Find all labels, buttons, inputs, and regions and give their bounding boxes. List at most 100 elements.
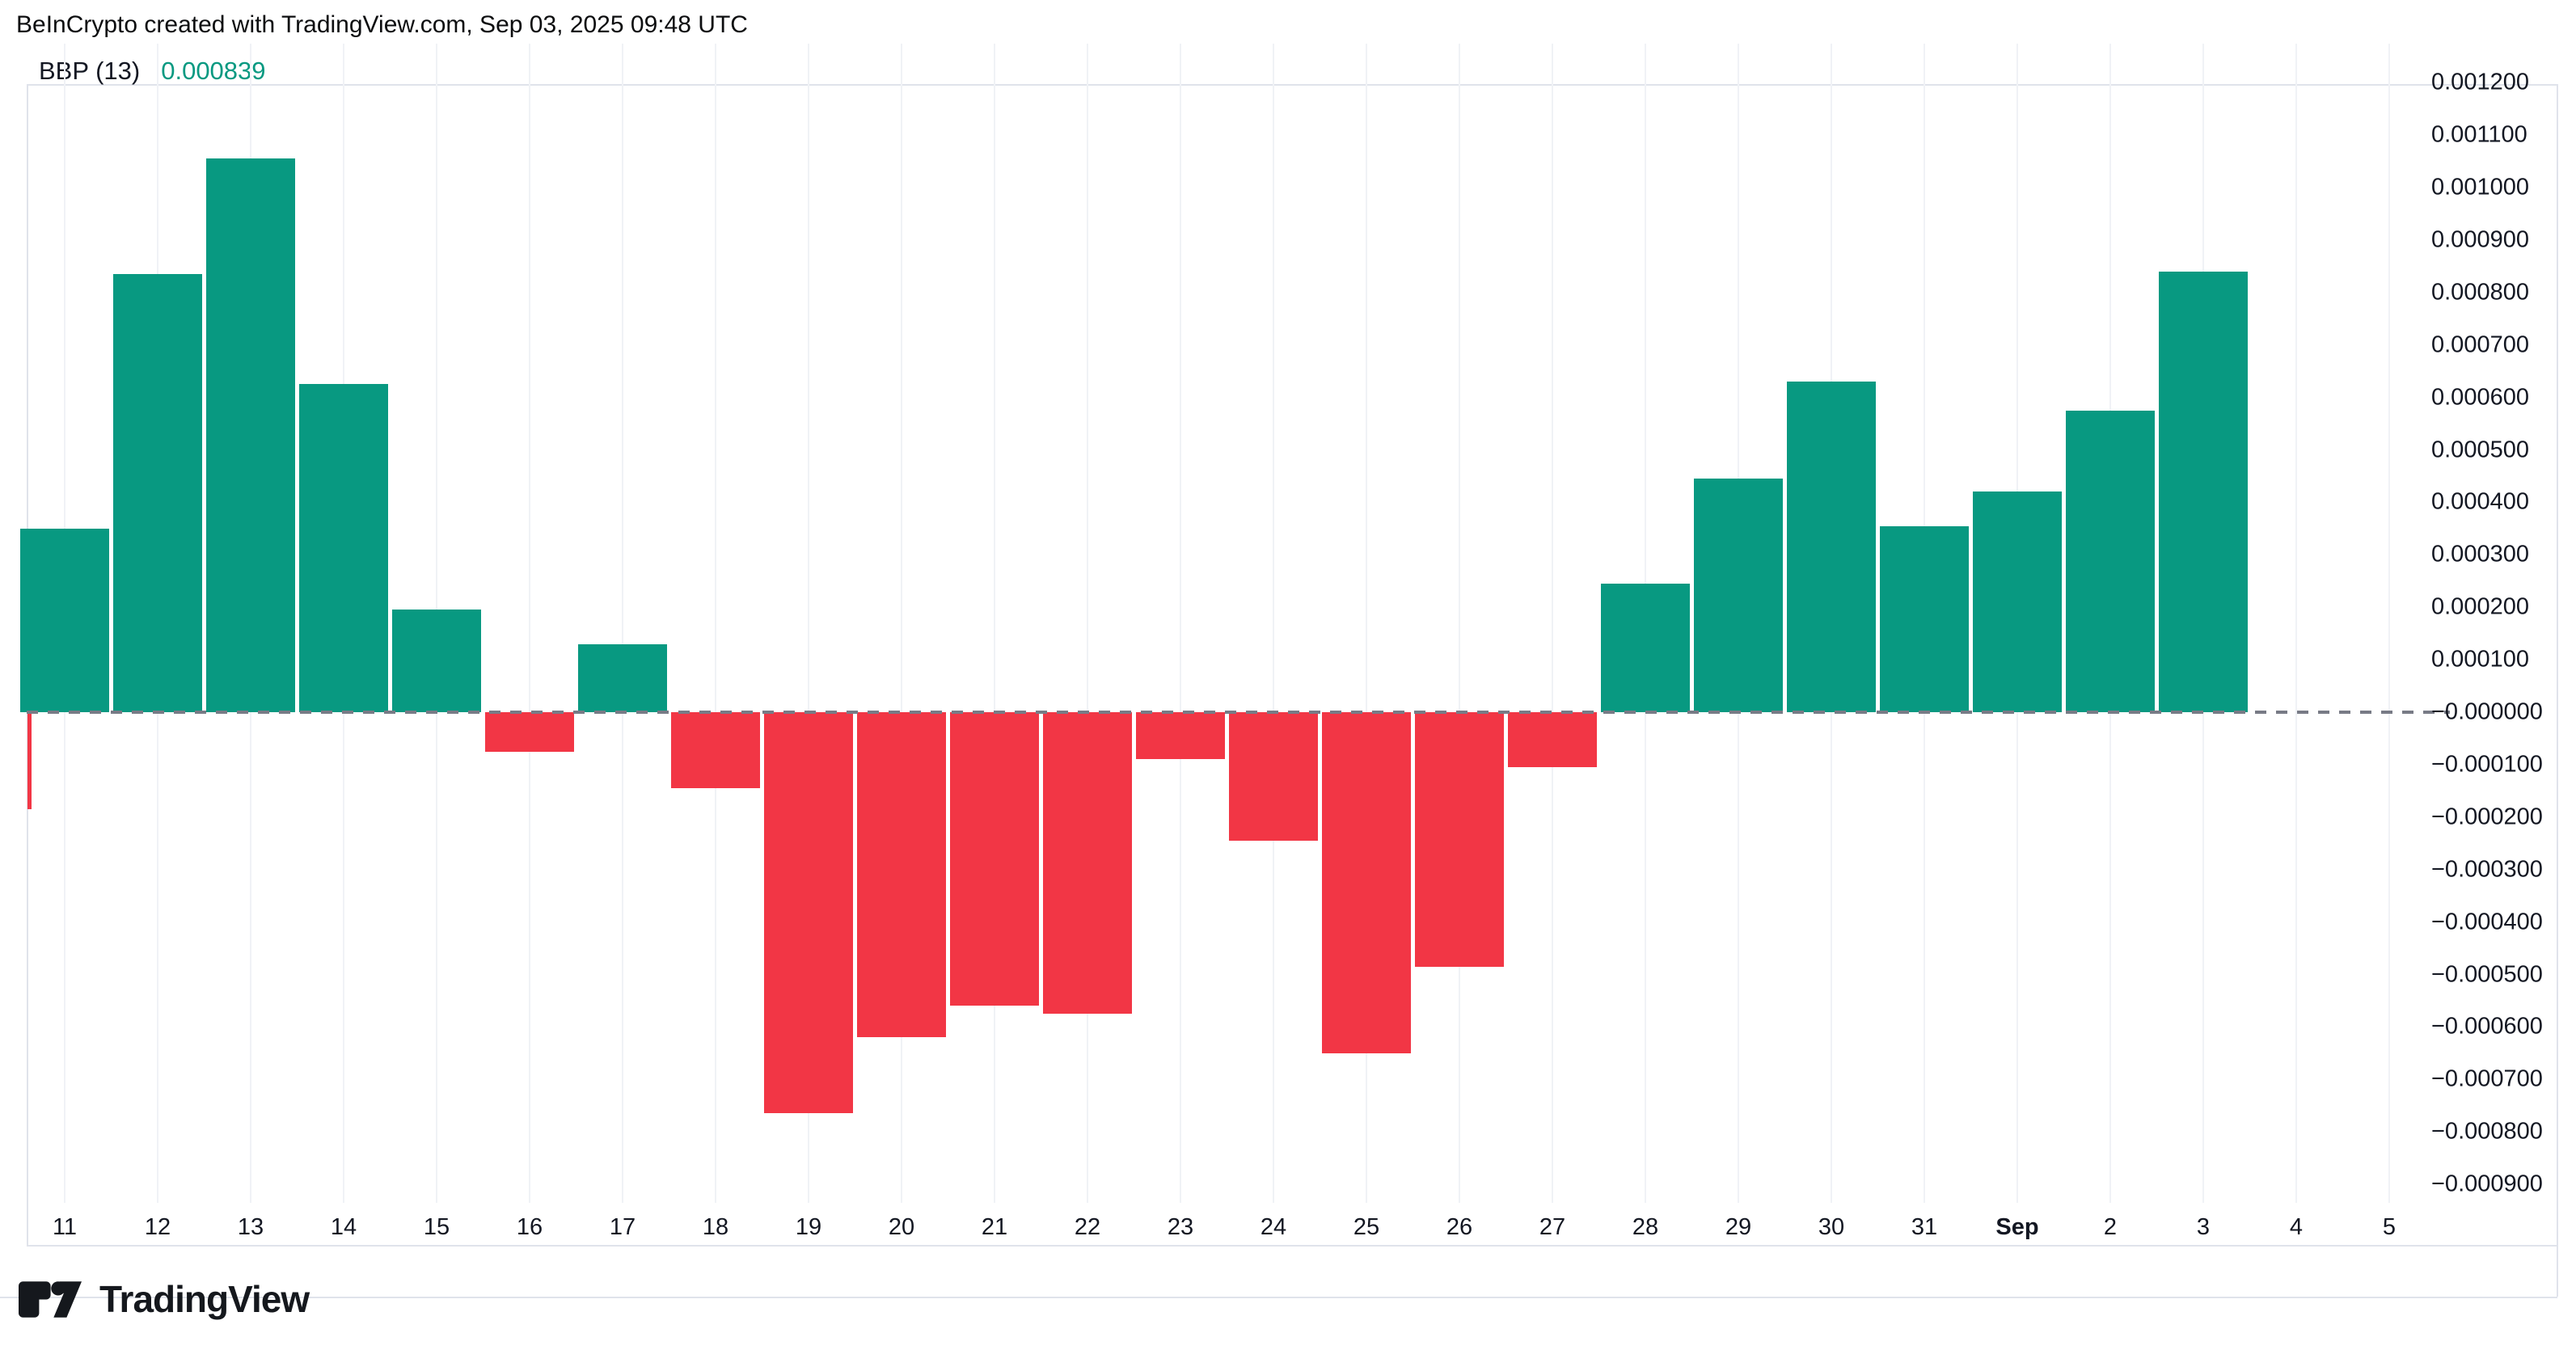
vertical-gridline	[2388, 44, 2390, 1203]
time-tick-label-27: 27	[1539, 1214, 1566, 1240]
vertical-gridline	[1459, 44, 1460, 1203]
bar-24[interactable]	[1229, 712, 1318, 841]
price-tick-label: −0.000500	[2431, 961, 2543, 987]
time-tick-label-18: 18	[702, 1214, 729, 1240]
vertical-gridline	[901, 44, 902, 1203]
indicator-title: BBP (13)	[39, 57, 141, 85]
bar-30[interactable]	[1787, 382, 1876, 712]
vertical-gridline	[2295, 44, 2297, 1203]
bar-26[interactable]	[1415, 712, 1504, 967]
indicator-legend: BBP (13) 0.000839	[39, 57, 266, 86]
panel-right-border	[2557, 84, 2558, 1297]
price-tick-label: −0.000200	[2431, 804, 2543, 830]
time-tick-label-4: 4	[2289, 1214, 2304, 1240]
attribution-text: BeInCrypto created with TradingView.com,…	[16, 11, 748, 38]
price-tick-label: 0.000500	[2431, 437, 2529, 462]
time-tick-label-5: 5	[2382, 1214, 2397, 1240]
time-tick-label-14: 14	[330, 1214, 357, 1240]
bar-23[interactable]	[1136, 712, 1225, 760]
bar-28[interactable]	[1601, 583, 1690, 712]
time-tick-label-13: 13	[237, 1214, 264, 1240]
price-tick-label: 0.000100	[2431, 646, 2529, 673]
price-tick-label: −0.000800	[2431, 1118, 2543, 1145]
time-tick-label-25: 25	[1353, 1214, 1380, 1240]
bar-18[interactable]	[671, 712, 760, 789]
bar-20[interactable]	[857, 712, 946, 1038]
price-tick-label: 0.000600	[2431, 384, 2529, 411]
bar-clipped-left[interactable]	[27, 712, 32, 810]
bar-17[interactable]	[578, 643, 667, 712]
time-tick-label-28: 28	[1632, 1214, 1659, 1240]
vertical-gridline	[622, 44, 623, 1203]
price-tick-label: −0.000600	[2431, 1013, 2543, 1040]
vertical-gridline	[808, 44, 809, 1203]
indicator-value: 0.000839	[161, 57, 266, 85]
bar-Sep[interactable]	[1973, 491, 2062, 712]
time-tick-label-31: 31	[1911, 1214, 1938, 1240]
price-tick-label: −0.000000	[2431, 698, 2543, 725]
vertical-gridline	[1552, 44, 1553, 1203]
price-tick-label: 0.000200	[2431, 593, 2529, 620]
vertical-gridline	[1180, 44, 1181, 1203]
tradingview-attribution[interactable]: TradingView	[19, 1277, 310, 1321]
price-tick-label: 0.001200	[2431, 69, 2529, 95]
bar-11[interactable]	[20, 528, 109, 712]
bar-2[interactable]	[2066, 410, 2155, 712]
time-tick-label-11: 11	[52, 1214, 78, 1240]
bar-19[interactable]	[764, 712, 853, 1114]
price-tick-label: −0.000100	[2431, 751, 2543, 778]
bar-27[interactable]	[1508, 712, 1597, 768]
price-tick-label: 0.000900	[2431, 226, 2529, 253]
vertical-gridline	[1366, 44, 1367, 1203]
zero-line	[27, 711, 2450, 714]
time-tick-label-Sep: Sep	[1995, 1214, 2039, 1240]
bar-15[interactable]	[392, 610, 481, 712]
bar-13[interactable]	[206, 158, 295, 712]
tradingview-logo-text: TradingView	[99, 1278, 310, 1320]
vertical-gridline	[529, 44, 530, 1203]
price-tick-label: −0.000400	[2431, 909, 2543, 935]
time-tick-label-26: 26	[1446, 1214, 1473, 1240]
time-tick-label-3: 3	[2196, 1214, 2211, 1240]
bar-31[interactable]	[1880, 525, 1969, 712]
price-tick-label: 0.000800	[2431, 279, 2529, 306]
time-tick-label-24: 24	[1260, 1214, 1287, 1240]
price-tick-label: 0.000300	[2431, 541, 2529, 567]
time-tick-label-29: 29	[1725, 1214, 1752, 1240]
time-tick-label-17: 17	[609, 1214, 636, 1240]
tradingview-logo-icon	[19, 1280, 82, 1318]
bar-21[interactable]	[950, 712, 1039, 1006]
time-tick-label-19: 19	[795, 1214, 822, 1240]
time-tick-label-30: 30	[1818, 1214, 1845, 1240]
panel-top-border	[27, 84, 2557, 86]
price-tick-label: 0.001100	[2431, 121, 2527, 148]
bar-25[interactable]	[1322, 712, 1411, 1053]
time-tick-label-21: 21	[981, 1214, 1008, 1240]
time-axis-bottom-border	[0, 1297, 2557, 1298]
time-tick-label-12: 12	[144, 1214, 171, 1240]
vertical-gridline	[1273, 44, 1274, 1203]
price-tick-label: 0.000400	[2431, 488, 2529, 515]
vertical-gridline	[715, 44, 716, 1203]
bar-22[interactable]	[1043, 712, 1132, 1015]
vertical-gridline	[994, 44, 995, 1203]
time-tick-label-2: 2	[2103, 1214, 2118, 1240]
time-axis-separator	[27, 1245, 2557, 1247]
time-tick-label-15: 15	[423, 1214, 450, 1240]
bar-14[interactable]	[299, 384, 388, 712]
bar-16[interactable]	[485, 712, 574, 752]
bar-12[interactable]	[113, 274, 202, 712]
price-tick-label: −0.000300	[2431, 856, 2543, 883]
price-tick-label: −0.000700	[2431, 1065, 2543, 1092]
price-tick-label: 0.001000	[2431, 174, 2529, 200]
time-tick-label-22: 22	[1074, 1214, 1101, 1240]
price-tick-label: 0.000700	[2431, 331, 2529, 358]
bar-29[interactable]	[1694, 479, 1783, 712]
time-tick-label-16: 16	[516, 1214, 543, 1240]
time-tick-label-23: 23	[1167, 1214, 1194, 1240]
vertical-gridline	[1087, 44, 1088, 1203]
bar-3[interactable]	[2159, 272, 2248, 712]
time-tick-label-20: 20	[888, 1214, 915, 1240]
